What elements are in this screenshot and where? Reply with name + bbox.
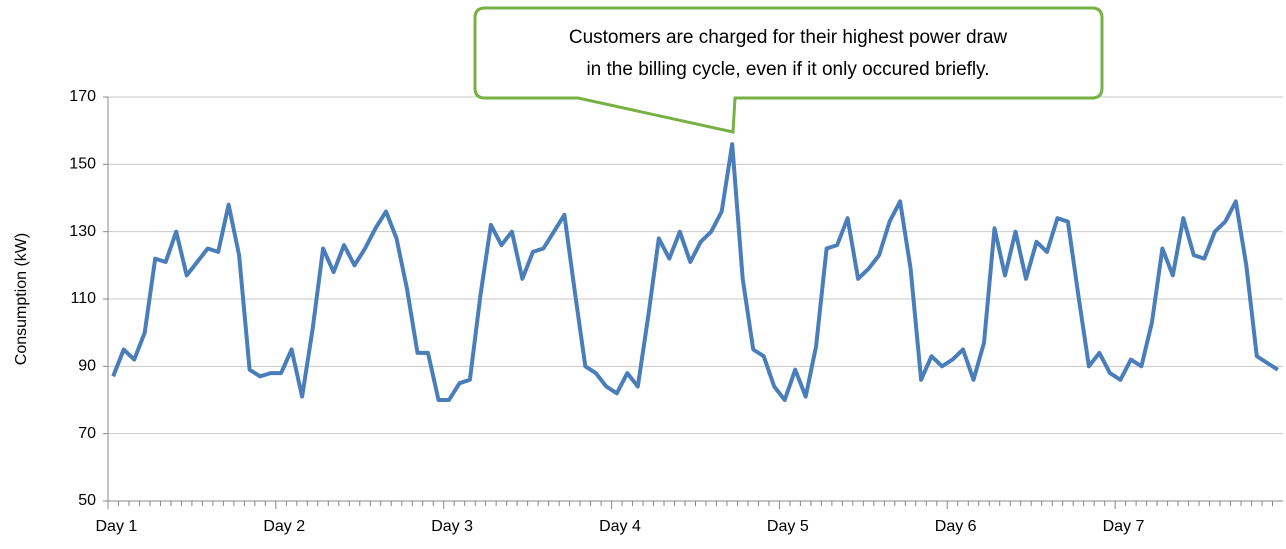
y-tick-label: 150	[69, 156, 96, 173]
x-tick-label: Day 4	[599, 518, 641, 535]
x-tick-label: Day 5	[767, 518, 809, 535]
line-series	[111, 142, 1279, 402]
y-tick-label: 90	[78, 358, 96, 375]
y-tick-label: 70	[78, 425, 96, 442]
x-tick-label: Day 2	[263, 518, 305, 535]
plot: 50 70 90 110 130 150 170 Day 1 Day 2 Day 3 Day 4 Da…	[69, 88, 1283, 535]
x-tick-label: Day 7	[1103, 518, 1145, 535]
x-tick-label: Day 1	[95, 518, 137, 535]
y-tick-label: 170	[69, 88, 96, 105]
annotation: in the billing cycle, even if it only oc…	[586, 59, 989, 80]
y-tick-label: 130	[69, 223, 96, 240]
y-tick-label: 110	[70, 290, 96, 307]
y-axis-label: Consumption (kW)	[13, 233, 30, 365]
y-tick-label: 50	[78, 492, 96, 509]
annotation: Customers are charged for their highest …	[569, 27, 1008, 48]
callout-box	[473, 6, 1104, 134]
x-tick-label: Day 3	[431, 518, 473, 535]
x-tick-label: Day 6	[935, 518, 977, 535]
